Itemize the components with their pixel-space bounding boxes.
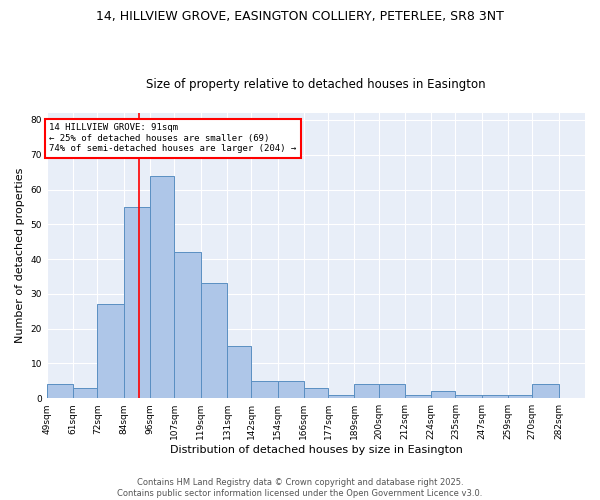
Title: Size of property relative to detached houses in Easington: Size of property relative to detached ho… xyxy=(146,78,486,91)
Bar xyxy=(508,394,532,398)
Y-axis label: Number of detached properties: Number of detached properties xyxy=(15,168,25,344)
Bar xyxy=(227,346,251,398)
Bar xyxy=(328,394,355,398)
Bar xyxy=(355,384,379,398)
Bar xyxy=(455,394,482,398)
Bar xyxy=(431,392,455,398)
Text: Contains HM Land Registry data © Crown copyright and database right 2025.
Contai: Contains HM Land Registry data © Crown c… xyxy=(118,478,482,498)
Bar xyxy=(124,207,150,398)
Text: 14 HILLVIEW GROVE: 91sqm
← 25% of detached houses are smaller (69)
74% of semi-d: 14 HILLVIEW GROVE: 91sqm ← 25% of detach… xyxy=(49,124,296,153)
Bar xyxy=(405,394,431,398)
Bar xyxy=(532,384,559,398)
Bar xyxy=(150,176,174,398)
Bar xyxy=(174,252,200,398)
Bar xyxy=(73,388,97,398)
Bar xyxy=(47,384,73,398)
Bar xyxy=(278,381,304,398)
Bar xyxy=(304,388,328,398)
Bar xyxy=(251,381,278,398)
Bar xyxy=(200,284,227,398)
Bar xyxy=(97,304,124,398)
Bar xyxy=(379,384,405,398)
Bar xyxy=(482,394,508,398)
X-axis label: Distribution of detached houses by size in Easington: Distribution of detached houses by size … xyxy=(170,445,463,455)
Text: 14, HILLVIEW GROVE, EASINGTON COLLIERY, PETERLEE, SR8 3NT: 14, HILLVIEW GROVE, EASINGTON COLLIERY, … xyxy=(96,10,504,23)
